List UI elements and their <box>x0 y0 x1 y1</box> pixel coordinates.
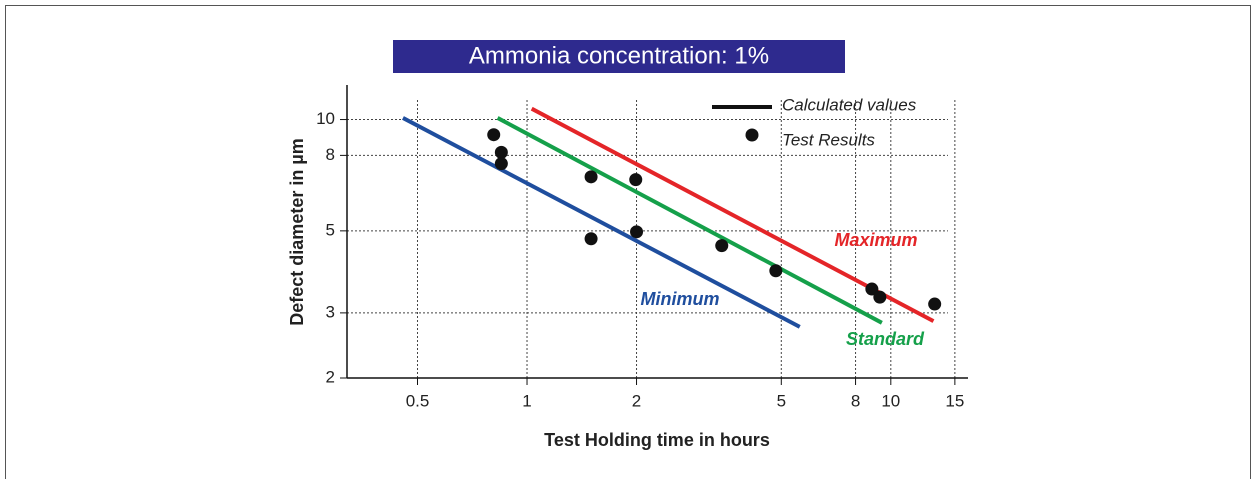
y-tick-label: 10 <box>316 109 335 128</box>
title-box <box>393 40 845 73</box>
y-tick-label: 2 <box>326 367 335 386</box>
legend-label: Test Results <box>782 130 875 149</box>
point <box>715 239 729 253</box>
x-tick-label: 15 <box>945 391 964 410</box>
line <box>496 116 883 325</box>
point <box>873 290 887 304</box>
legend-label: Calculated values <box>782 95 917 114</box>
y-tick-label: 5 <box>326 220 335 239</box>
y-tick-label: 8 <box>326 145 335 164</box>
y-axis-label: Defect diameter in µm <box>287 138 307 325</box>
legend-marker <box>745 128 759 142</box>
x-axis-label: Test Holding time in hours <box>544 430 770 450</box>
series-label: Minimum <box>641 289 720 309</box>
series-label: Standard <box>846 329 925 349</box>
point <box>487 128 501 142</box>
series-label: Maximum <box>834 230 917 250</box>
point <box>865 282 879 296</box>
chart-title: Ammonia concentration: 1% <box>469 42 769 69</box>
point <box>494 157 508 171</box>
x-tick-label: 0.5 <box>406 391 430 410</box>
line <box>402 116 801 329</box>
x-tick-label: 8 <box>851 391 860 410</box>
point <box>584 232 598 246</box>
point <box>928 297 942 311</box>
frame <box>5 5 1251 479</box>
y-tick-label: 3 <box>326 302 335 321</box>
x-tick-label: 2 <box>632 391 641 410</box>
x-tick-label: 1 <box>522 391 531 410</box>
point <box>584 170 598 184</box>
x-tick-label: 10 <box>881 391 900 410</box>
point <box>494 145 508 159</box>
point <box>769 264 783 278</box>
x-tick-label: 5 <box>777 391 786 410</box>
point <box>629 173 643 187</box>
point <box>630 225 644 239</box>
